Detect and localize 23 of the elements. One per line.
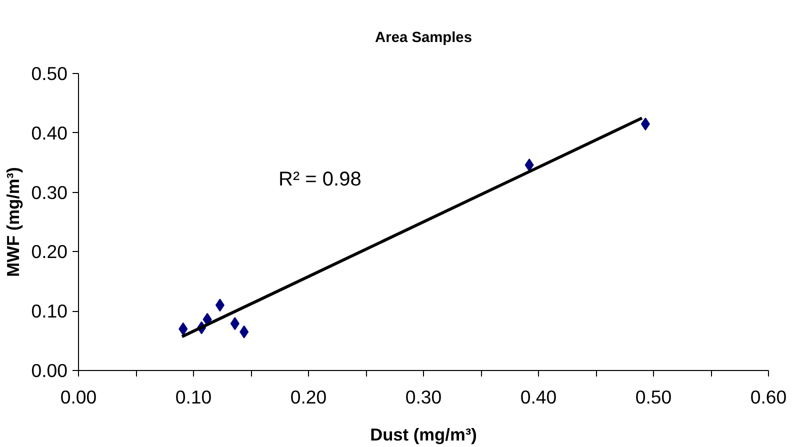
y-tick-label: 0.40	[31, 122, 68, 144]
x-tick-label: 0.00	[60, 386, 97, 408]
annotation: R² = 0.98	[278, 168, 362, 190]
x-tick-label: 0.60	[750, 386, 787, 408]
point	[640, 117, 650, 130]
y-tick-label: 0.10	[31, 300, 68, 322]
chart-title: Area Samples	[375, 30, 472, 46]
point	[215, 298, 224, 312]
point	[524, 158, 534, 172]
point	[240, 325, 249, 338]
y-tick-label: 0.30	[31, 182, 68, 203]
x-tick-label: 0.50	[635, 386, 672, 408]
point	[230, 317, 240, 330]
y-tick-label: 0.50	[31, 63, 68, 84]
y-axis-title: MWF (mg/m³)	[3, 167, 24, 277]
x-axis-title: Dust (mg/m³)	[370, 424, 477, 444]
x-tick-label: 0.20	[290, 386, 327, 408]
x-tick-label: 0.30	[405, 386, 442, 408]
x-tick-label: 0.40	[520, 386, 557, 408]
y-tick-label: 0.00	[31, 360, 68, 381]
y-tick-label: 0.20	[31, 241, 68, 262]
point	[178, 322, 188, 336]
x-tick-label: 0.10	[175, 386, 212, 408]
